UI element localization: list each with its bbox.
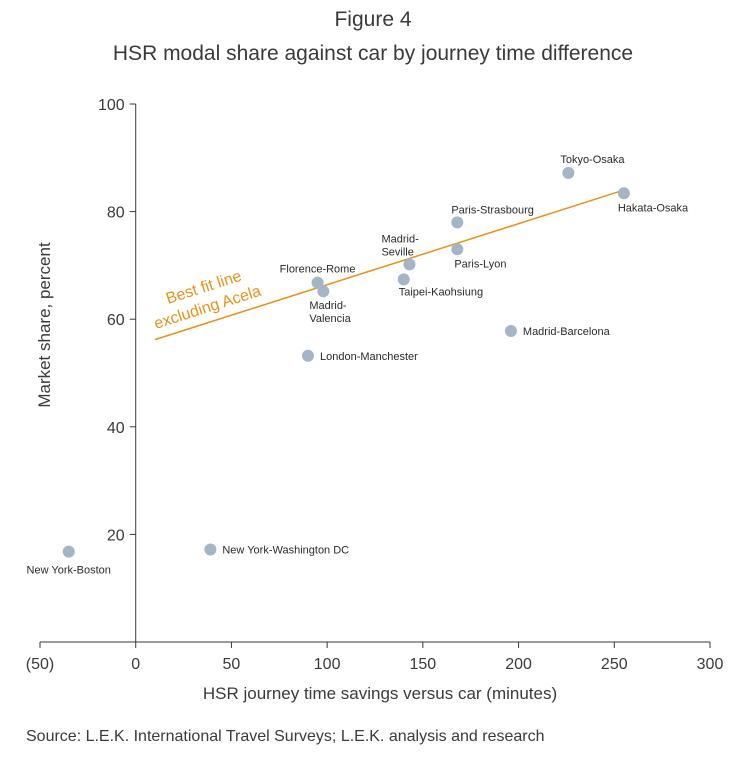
data-point-label: Tokyo-Osaka <box>560 154 625 166</box>
axes <box>39 103 711 648</box>
data-point-label: Hakata-Osaka <box>618 202 689 214</box>
x-tick-label: 50 <box>223 656 241 673</box>
y-tick-label: 20 <box>107 527 125 544</box>
point-labels: New York-Boston New York-Washington DC Lon… <box>27 154 690 577</box>
data-point-label: Taipei-Kaohsiung <box>399 286 483 298</box>
data-point <box>311 276 324 289</box>
x-axis-label: HSR journey time savings versus car (min… <box>203 684 557 703</box>
y-axis-label: Market share, percent <box>35 242 54 408</box>
data-point <box>403 258 416 271</box>
data-point-label: New York-Boston <box>27 565 111 577</box>
data-point-label: Paris-Lyon <box>454 258 506 270</box>
y-tick-label: 60 <box>107 312 125 329</box>
data-point-label: Madrid-Seville <box>381 233 419 258</box>
x-tick-label: 250 <box>601 656 628 673</box>
scatter-chart: (50) 0 50 100 150 200 250 300 20 40 60 80 100 Best f… <box>26 97 724 703</box>
data-point <box>617 187 630 200</box>
data-point <box>504 325 517 338</box>
y-tick-label: 100 <box>98 97 125 114</box>
data-point-label: Florence-Rome <box>280 264 356 276</box>
data-point <box>451 243 464 256</box>
figure-label: Figure 4 <box>334 8 412 31</box>
best-fit-line <box>154 189 625 341</box>
data-point <box>302 349 314 362</box>
tick-labels: (50) 0 50 100 150 200 250 300 20 40 60 80 100 <box>26 97 724 673</box>
y-tick-label: 40 <box>107 420 125 437</box>
data-point <box>317 285 330 298</box>
data-points <box>62 166 630 558</box>
data-point <box>62 545 75 558</box>
source-note: Source: L.E.K. International Travel Surv… <box>26 728 545 745</box>
data-point-label: Madrid-Barcelona <box>523 326 611 338</box>
x-tick-label: 200 <box>505 656 532 673</box>
data-point <box>451 216 464 229</box>
data-point <box>562 166 575 179</box>
data-point-label: Paris-Strasbourg <box>451 204 534 216</box>
data-point <box>204 543 217 556</box>
data-point-label: Madrid-Valencia <box>309 300 351 325</box>
data-point-label: London-Manchester <box>320 351 418 363</box>
x-tick-label: (50) <box>26 656 54 673</box>
y-tick-label: 80 <box>107 205 125 222</box>
x-tick-label: 0 <box>131 656 140 673</box>
data-point-label: New York-Washington DC <box>222 544 349 556</box>
data-point <box>397 273 410 286</box>
x-tick-label: 300 <box>697 656 724 673</box>
x-tick-label: 150 <box>410 656 437 673</box>
chart-title: HSR modal share against car by journey t… <box>112 42 634 65</box>
x-tick-label: 100 <box>314 656 341 673</box>
